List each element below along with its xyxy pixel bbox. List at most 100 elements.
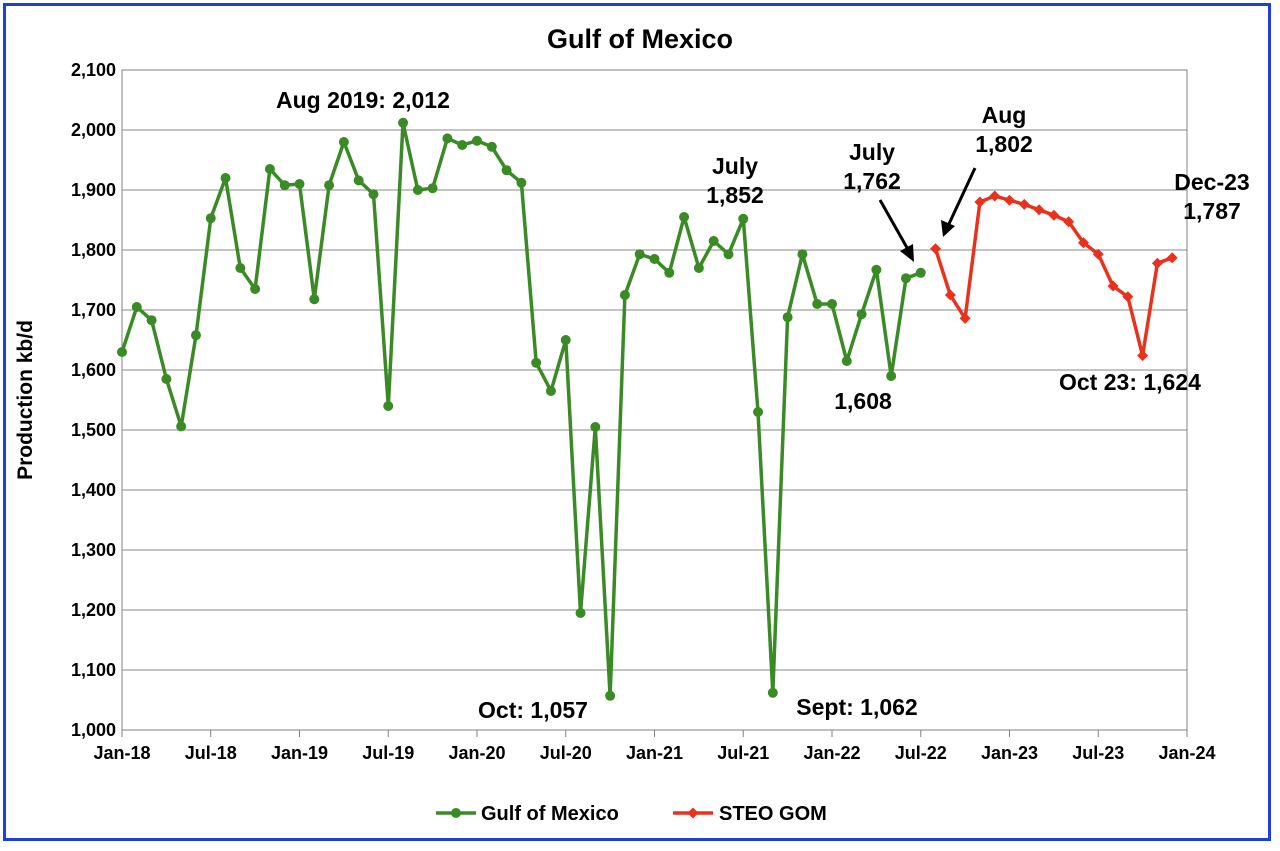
- x-tick-label: Jan-20: [448, 743, 505, 763]
- data-point: [338, 137, 349, 147]
- data-point: [1137, 350, 1149, 362]
- legend-swatch-marker: [451, 808, 461, 818]
- data-point: [457, 140, 468, 150]
- annotation-line: 1,608: [834, 388, 892, 414]
- data-point: [1151, 257, 1163, 269]
- annotation-line: 1,762: [843, 168, 901, 194]
- annotation-line: Aug: [982, 102, 1027, 128]
- y-tick-label: 1,100: [71, 660, 116, 680]
- data-point: [368, 189, 379, 200]
- x-tick-label: Jul-19: [362, 743, 414, 763]
- data-point: [664, 267, 675, 278]
- data-point: [146, 315, 157, 326]
- y-tick-label: 1,600: [71, 360, 116, 380]
- data-point: [619, 290, 630, 300]
- data-point: [412, 185, 423, 195]
- annotation-label: Aug 1,802: [975, 102, 1033, 157]
- data-point: [590, 422, 601, 432]
- data-point: [205, 213, 216, 224]
- y-axis: 1,000 1,100 1,200 1,300 1,400 1,500 1,600 1,700…: [71, 60, 116, 740]
- data-point: [767, 687, 778, 698]
- data-point: [900, 273, 911, 284]
- data-point: [442, 133, 453, 144]
- y-tick-label: 2,100: [71, 60, 116, 80]
- y-axis-label: Production kb/d: [14, 320, 37, 480]
- data-point: [161, 374, 172, 384]
- x-tick-label: Jul-20: [540, 743, 592, 763]
- data-point: [841, 356, 852, 366]
- y-tick-label: 1,900: [71, 180, 116, 200]
- data-point: [693, 263, 704, 273]
- data-point: [797, 249, 808, 260]
- data-point: [812, 299, 823, 309]
- chart-frame: [3, 3, 1271, 841]
- data-point: [264, 164, 275, 174]
- data-point: [738, 213, 749, 224]
- x-tick-label: Jan-22: [803, 743, 860, 763]
- data-point: [131, 302, 142, 312]
- data-point: [930, 243, 942, 255]
- data-point: [1077, 237, 1089, 249]
- annotation-line: July: [712, 153, 758, 179]
- annotation-label: Sept: 1,062: [796, 694, 917, 720]
- annotation-line: 1,802: [975, 131, 1033, 157]
- y-tick-label: 1,500: [71, 420, 116, 440]
- data-point: [501, 165, 512, 176]
- data-point: [398, 117, 409, 128]
- x-tick-label: Jan-21: [626, 743, 683, 763]
- x-tick-label: Jul-23: [1072, 743, 1124, 763]
- annotation-line: July: [849, 139, 895, 165]
- annotation-line: Dec-23: [1174, 169, 1249, 195]
- legend-swatch-marker: [687, 807, 699, 819]
- series-layer: [117, 117, 1178, 701]
- legend-item: Gulf of Mexico: [436, 803, 619, 825]
- y-tick-label: 2,000: [71, 120, 116, 140]
- data-point: [117, 347, 127, 357]
- data-point: [516, 177, 527, 188]
- data-point: [294, 179, 305, 189]
- data-point: [634, 249, 645, 260]
- data-point: [649, 254, 660, 264]
- legend-item: STEO GOM: [673, 803, 827, 825]
- data-point: [605, 690, 616, 701]
- y-tick-label: 1,300: [71, 540, 116, 560]
- x-tick-label: Jan-19: [271, 743, 328, 763]
- arrow-aug-head: [941, 220, 955, 237]
- annotation-line: Oct: 1,057: [478, 697, 588, 723]
- legend-label: STEO GOM: [719, 803, 827, 825]
- data-point: [1063, 216, 1075, 228]
- legend: Gulf of Mexico STEO GOM: [436, 803, 827, 825]
- x-tick-label: Jan-18: [93, 743, 150, 763]
- data-point: [944, 289, 956, 301]
- data-point: [1166, 252, 1178, 264]
- data-point: [679, 212, 690, 222]
- data-point: [324, 180, 335, 191]
- data-point: [353, 175, 364, 186]
- annotation-label: July 1,852: [706, 153, 764, 208]
- y-tick-label: 1,200: [71, 600, 116, 620]
- annotation-arrows: [878, 167, 977, 262]
- annotation-line: Sept: 1,062: [796, 694, 917, 720]
- annotation-line: Aug 2019: 2,012: [276, 87, 450, 113]
- arrow-july-head: [900, 244, 914, 262]
- data-point: [383, 401, 394, 411]
- data-point: [427, 183, 438, 194]
- data-point: [708, 236, 719, 246]
- data-point: [486, 141, 497, 152]
- plot-area-border: [121, 69, 1188, 731]
- data-point: [545, 386, 556, 396]
- y-tick-label: 1,700: [71, 300, 116, 320]
- data-point: [856, 309, 867, 320]
- data-point: [279, 180, 290, 191]
- data-point: [1048, 209, 1060, 221]
- data-point: [176, 421, 187, 432]
- annotation-label: Oct 23: 1,624: [1059, 369, 1201, 395]
- data-point: [220, 173, 231, 183]
- x-tick-label: Jul-22: [895, 743, 947, 763]
- annotations: Aug 2019: 2,012 July 1,852 July 1,762 Aug 1,80…: [276, 87, 1250, 723]
- data-point: [753, 407, 764, 417]
- data-point: [915, 267, 926, 278]
- data-point: [1092, 248, 1104, 260]
- annotation-line: 1,787: [1183, 198, 1241, 224]
- data-point: [575, 608, 586, 618]
